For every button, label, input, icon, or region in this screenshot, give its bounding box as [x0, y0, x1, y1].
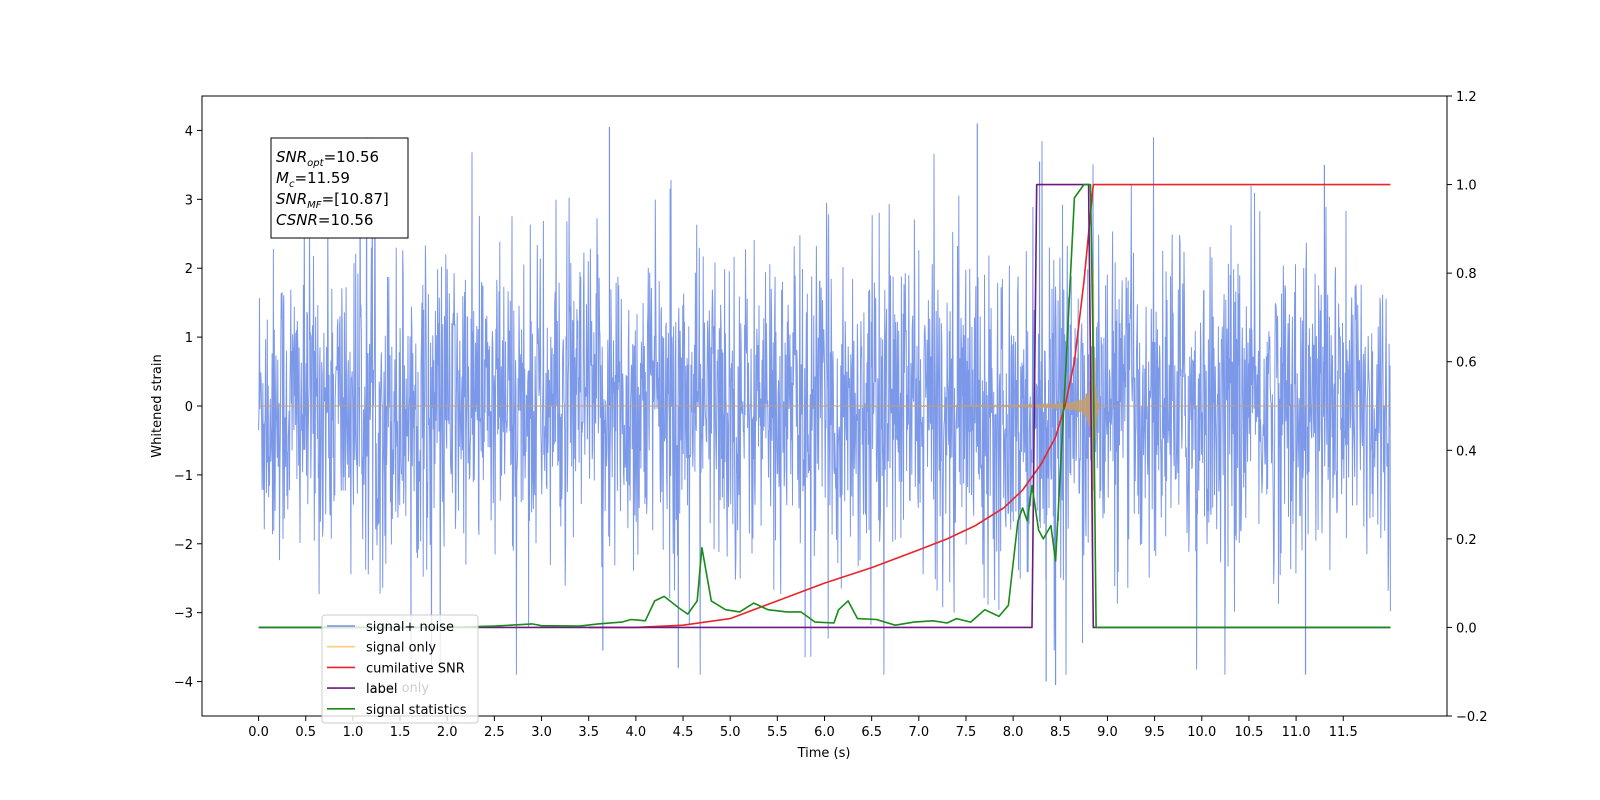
y-tick-label: −4: [174, 676, 193, 691]
annotation-line: CSNR=10.56: [276, 211, 373, 229]
y-tick-label: 4: [185, 124, 193, 139]
y-axis-label: Whitened strain: [150, 354, 165, 457]
y-axis-right: 1.2 1.0 0.8 0.6 0.4 0.2 0.0 −0.2: [1447, 90, 1488, 725]
y-tick-label: 2: [185, 262, 193, 277]
legend-label: label: [366, 682, 397, 697]
x-tick-label: 2.0: [437, 725, 458, 740]
y2-tick-label: −0.2: [1456, 710, 1488, 725]
legend-label: signal+ noise: [366, 620, 454, 635]
legend-label: signal statistics: [366, 703, 467, 718]
series-layer: [258, 123, 1391, 685]
series-line-signal-noise: [258, 137, 1391, 675]
y2-tick-label: 0.6: [1456, 356, 1477, 371]
x-tick-label: 3.0: [531, 725, 552, 740]
annotation-line: SNRopt=10.56: [276, 148, 379, 169]
x-tick-label: 4.0: [626, 725, 647, 740]
y2-tick-label: 0.0: [1456, 621, 1477, 636]
legend-label: signal only: [366, 641, 436, 656]
y-tick-label: 3: [185, 193, 193, 208]
x-tick-label: 1.5: [390, 725, 411, 740]
x-tick-label: 4.5: [673, 725, 694, 740]
x-tick-label: 5.5: [767, 725, 788, 740]
annotation-line: SNRMF=[10.87]: [276, 190, 389, 211]
y-tick-label: 1: [185, 331, 193, 346]
y2-tick-label: 0.8: [1456, 267, 1477, 282]
y-tick-label: −3: [174, 607, 193, 622]
x-tick-label: 7.0: [908, 725, 929, 740]
annotation-line: Mc=11.59: [276, 169, 350, 190]
series-line-cumulative-snr: [588, 183, 1391, 629]
x-tick-label: 3.5: [578, 725, 599, 740]
y2-tick-label: 0.2: [1456, 533, 1477, 548]
x-tick-label: 1.0: [343, 725, 364, 740]
x-tick-label: 2.5: [484, 725, 505, 740]
x-tick-label: 7.5: [956, 725, 977, 740]
y-tick-label: −1: [174, 469, 193, 484]
y2-tick-label: 1.2: [1456, 90, 1477, 105]
x-tick-label: 8.0: [1003, 725, 1024, 740]
x-axis: 0.0 0.5 1.0 1.5 2.0 2.5 3.0 3.5 4.0 4.5 5.0 5.5 6.0 6…: [248, 716, 1358, 740]
x-tick-label: 11.0: [1282, 725, 1311, 740]
x-axis-label: Time (s): [797, 746, 851, 761]
series-line-signal-only: [258, 267, 1391, 560]
x-tick-label: 9.0: [1097, 725, 1118, 740]
y2-tick-label: 0.4: [1456, 444, 1477, 459]
annotation-box: SNRopt=10.56Mc=11.59SNRMF=[10.87]CSNR=10…: [270, 137, 409, 239]
legend-label: cumilative SNR: [366, 661, 465, 676]
x-tick-label: 10.5: [1234, 725, 1263, 740]
series-line-signal-statistics: [258, 183, 1391, 629]
y-axis-left: 4 3 2 1 0 −1 −2 −3 −4: [174, 124, 202, 691]
y-tick-label: −2: [174, 538, 193, 553]
x-tick-label: 6.0: [814, 725, 835, 740]
y2-tick-label: 1.0: [1456, 179, 1477, 194]
y-tick-label: 0: [185, 400, 193, 415]
x-tick-label: 5.0: [720, 725, 741, 740]
annotation-frame: [270, 137, 409, 239]
x-tick-label: 8.5: [1050, 725, 1071, 740]
x-tick-label: 10.0: [1187, 725, 1216, 740]
legend-frame: [321, 614, 479, 724]
x-tick-label: 11.5: [1329, 725, 1358, 740]
x-tick-label: 6.5: [861, 725, 882, 740]
x-tick-label: 0.5: [295, 725, 316, 740]
x-tick-label: 9.5: [1144, 725, 1165, 740]
x-tick-label: 0.0: [248, 725, 269, 740]
